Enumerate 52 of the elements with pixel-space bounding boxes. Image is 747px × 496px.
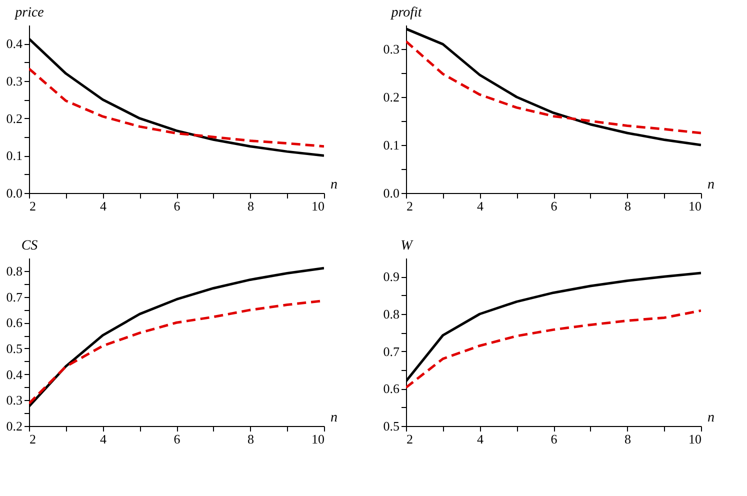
x-tick-label: 10	[312, 198, 324, 214]
line-series	[406, 309, 701, 389]
y-tick-label: 0.3	[6, 392, 22, 408]
x-tick-label: 2	[406, 198, 413, 214]
y-tick-label: 0.4	[6, 36, 23, 52]
y-tick-label: 0.8	[383, 306, 400, 322]
x-tick-label: 4	[477, 198, 484, 214]
x-tick-label: 4	[100, 198, 107, 214]
x-axis-title: n	[708, 410, 714, 426]
y-tick-label: 0.4	[6, 366, 23, 382]
x-tick-label: 8	[248, 198, 254, 214]
y-tick-label: 0.5	[383, 418, 400, 434]
y-tick-label: 0.3	[6, 74, 22, 88]
y-tick-label: 0.0	[383, 186, 400, 200]
y-tick-label: 0.9	[383, 269, 400, 284]
x-axis-title: n	[708, 178, 714, 192]
x-tick-label: 10	[312, 432, 324, 446]
y-axis-title: CS	[21, 238, 38, 254]
line-series	[406, 40, 701, 134]
y-tick-label: 0.2	[6, 110, 22, 126]
y-tick-label: 0.6	[383, 381, 400, 396]
y-tick-label: 0.2	[383, 90, 400, 104]
y-tick-label: 0.1	[6, 148, 22, 164]
y-axis-title: W	[400, 238, 414, 254]
y-tick-label: 0.7	[383, 344, 400, 359]
y-tick-label: 0.8	[6, 263, 22, 278]
x-tick-label: 8	[624, 198, 631, 214]
x-tick-label: 6	[174, 198, 181, 214]
x-tick-label: 2	[406, 432, 413, 446]
x-tick-label: 8	[624, 432, 631, 446]
y-tick-label: 0.0	[6, 186, 22, 200]
y-axis-title: price	[14, 6, 44, 20]
x-axis-title: n	[330, 410, 338, 426]
x-tick-label: 10	[688, 432, 702, 446]
y-tick-label: 0.5	[6, 340, 22, 356]
x-tick-label: 4	[100, 432, 107, 446]
x-tick-label: 8	[248, 432, 254, 446]
y-tick-label: 0.2	[6, 418, 22, 434]
x-tick-label: 2	[30, 198, 36, 214]
y-tick-label: 0.1	[383, 138, 400, 152]
y-tick-label: 0.3	[383, 42, 400, 56]
x-tick-label: 6	[550, 198, 558, 214]
x-tick-label: 4	[477, 432, 484, 446]
x-tick-label: 2	[30, 432, 36, 446]
y-axis-title: profit	[390, 6, 423, 20]
line-series	[29, 67, 324, 148]
x-axis-title: n	[330, 178, 338, 192]
y-tick-label: 0.6	[6, 315, 23, 330]
x-tick-label: 10	[688, 198, 702, 214]
x-tick-label: 6	[174, 432, 181, 446]
y-tick-label: 0.7	[6, 289, 23, 304]
x-tick-label: 6	[550, 432, 558, 446]
